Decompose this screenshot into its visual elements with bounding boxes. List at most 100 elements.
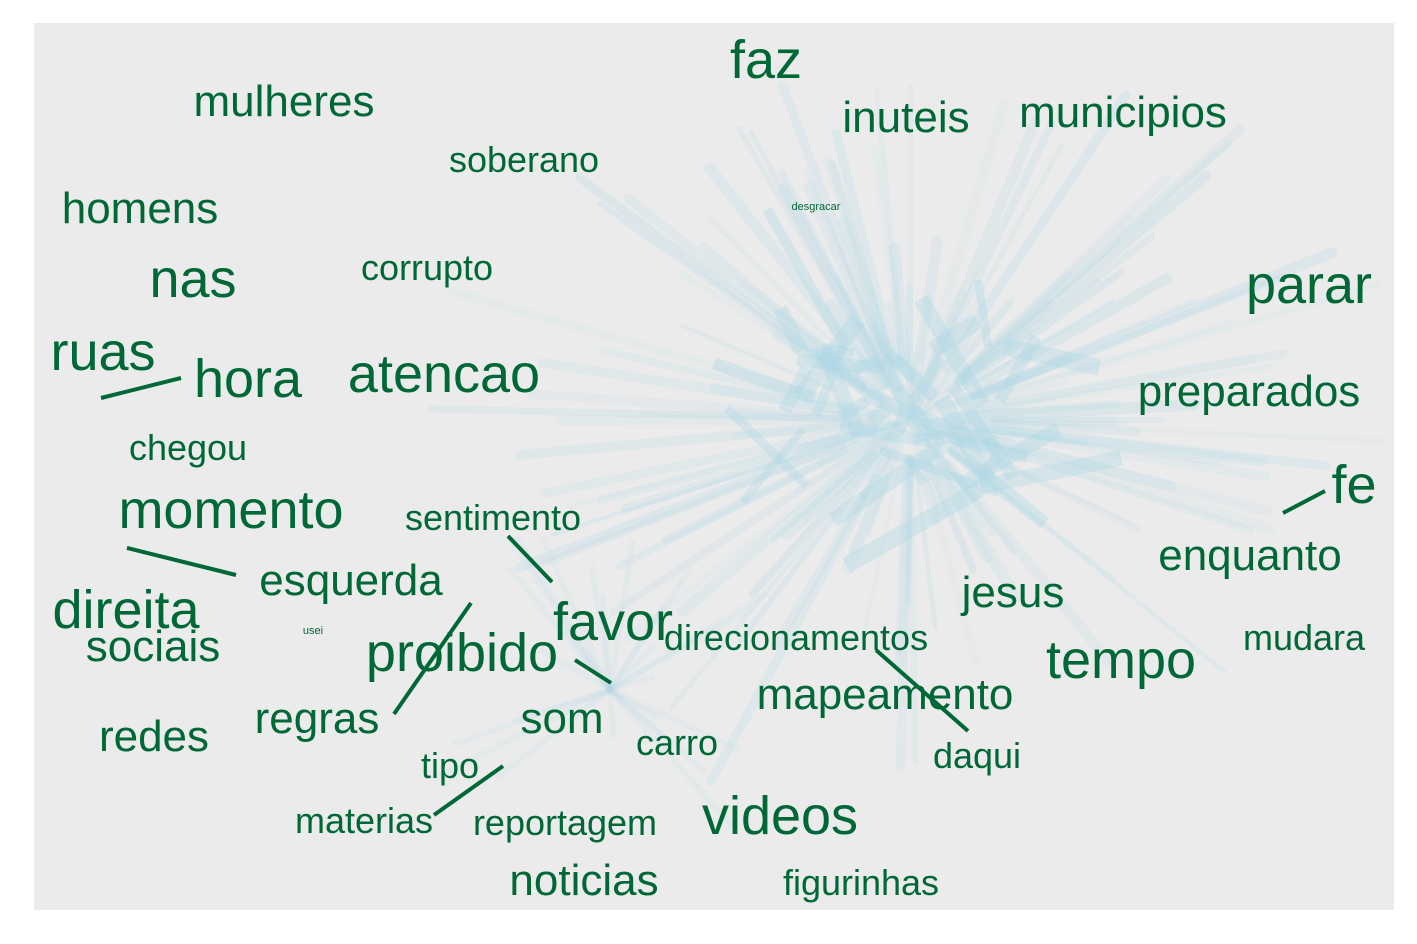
cloud-edge: [838, 215, 904, 393]
cloud-edge: [770, 448, 876, 543]
cloud-edge: [861, 460, 903, 640]
cloud-edge: [872, 323, 894, 375]
cloud-edge: [954, 319, 1235, 410]
link-ruas-hora: [100, 376, 182, 400]
cloud-edge: [639, 406, 847, 423]
cloud-edge: [871, 144, 911, 403]
cloud-edge: [668, 454, 881, 711]
cloud-edge: [608, 590, 770, 693]
cloud-core-edge: [949, 384, 1003, 458]
cloud-edge: [866, 478, 890, 537]
cloud-edge: [906, 377, 1011, 424]
cloud-edge: [924, 456, 977, 574]
cloud-core-edge: [909, 355, 945, 403]
word-som: som: [520, 694, 603, 743]
word-network-graph: faz inuteis municipios mulheres soberano home…: [50, 30, 1386, 905]
cloud-edge: [954, 170, 1212, 387]
cloud-edge: [905, 283, 914, 419]
cloud-edge: [609, 673, 656, 693]
cloud-core-edge: [711, 357, 817, 405]
cloud-edge: [676, 430, 896, 618]
cloud-edge: [920, 417, 1270, 482]
word-tipo: tipo: [421, 745, 479, 786]
cloud-edge: [507, 536, 613, 692]
cloud-edge: [867, 314, 899, 383]
cloud-edge: [748, 452, 879, 598]
cloud-core-edge: [739, 426, 807, 505]
cloud-edge: [608, 605, 755, 693]
cloud-edge: [960, 415, 1119, 427]
cloud-edge: [954, 299, 1055, 386]
word-noticias: noticias: [509, 856, 658, 905]
cloud-edge: [912, 459, 938, 631]
cloud-core-edge: [974, 279, 993, 348]
cloud-core-edge: [884, 348, 917, 383]
cloud-core-edge: [811, 344, 848, 418]
cloud-core-edge: [994, 334, 1042, 405]
cloud-core-edge: [814, 345, 867, 439]
cloud-core-edge: [914, 294, 990, 410]
cloud-edge: [607, 643, 657, 693]
link-momento-esquerda: [126, 546, 237, 577]
cloud-core-edge: [946, 431, 1030, 464]
cloud-edge: [588, 564, 613, 691]
word-chegou: chegou: [129, 427, 247, 468]
word-tempo: tempo: [1046, 630, 1196, 690]
cloud-edge: [538, 646, 612, 693]
cloud-edge: [777, 182, 894, 389]
word-direita: direita: [52, 580, 200, 640]
cloud-edge: [803, 432, 896, 523]
word-desgracar: desgracar: [792, 201, 841, 213]
cloud-core-edge: [862, 387, 992, 453]
cloud-edge: [842, 440, 905, 575]
cloud-edge: [914, 99, 1009, 395]
word-daqui: daqui: [933, 735, 1021, 776]
cloud-edge: [777, 80, 891, 366]
cloud-edge: [873, 88, 907, 363]
cloud-core-edge: [1002, 338, 1101, 376]
cloud-edge: [948, 366, 1049, 409]
cloud-edge: [975, 349, 1288, 413]
cloud-edge: [941, 90, 1131, 373]
cloud-core-edge: [945, 441, 1050, 529]
word-usei: usei: [303, 625, 323, 637]
word-materias: materias: [295, 800, 433, 841]
cloud-edge: [596, 200, 872, 396]
word-links: [100, 376, 1326, 817]
cloud-edge: [917, 292, 933, 363]
cloud-edge: [704, 162, 887, 392]
link-sentimento-favor: [506, 534, 554, 584]
cloud-edge: [550, 421, 902, 537]
cloud-edge: [924, 297, 988, 398]
cloud-edge: [968, 273, 1288, 402]
cloud-edge: [955, 173, 1172, 380]
cloud-edge: [909, 299, 1014, 420]
word-nas: nas: [149, 249, 236, 309]
word-enquanto: enquanto: [1158, 531, 1342, 580]
cloud-core-edge: [723, 404, 811, 490]
cloud-edge: [972, 422, 1268, 467]
cloud-edge: [972, 273, 1173, 390]
cloud-edge: [909, 120, 1056, 418]
cloud-edge: [859, 433, 903, 501]
cloud-edge: [831, 128, 900, 370]
cloud-edge: [916, 427, 979, 502]
cloud-core-edge: [778, 365, 813, 414]
cloud-edge: [608, 687, 742, 754]
cloud-core-edge: [978, 450, 1123, 495]
word-sociais: sociais: [86, 622, 221, 671]
cloud-core-edge: [933, 394, 997, 487]
word-corrupto: corrupto: [361, 247, 493, 288]
word-mapeamento: mapeamento: [757, 670, 1014, 719]
cloud-edge: [805, 331, 862, 382]
word-hora: hora: [194, 349, 303, 409]
cloud-edge: [956, 363, 1275, 417]
word-redes: redes: [99, 712, 209, 761]
cloud-edge: [944, 460, 1117, 670]
cloud-edge: [908, 351, 920, 406]
cloud-edge: [928, 312, 956, 373]
cloud-edge: [923, 419, 1276, 535]
cloud-edge: [622, 431, 893, 643]
cloud-edge: [916, 299, 1114, 418]
cloud-edge: [881, 334, 903, 392]
